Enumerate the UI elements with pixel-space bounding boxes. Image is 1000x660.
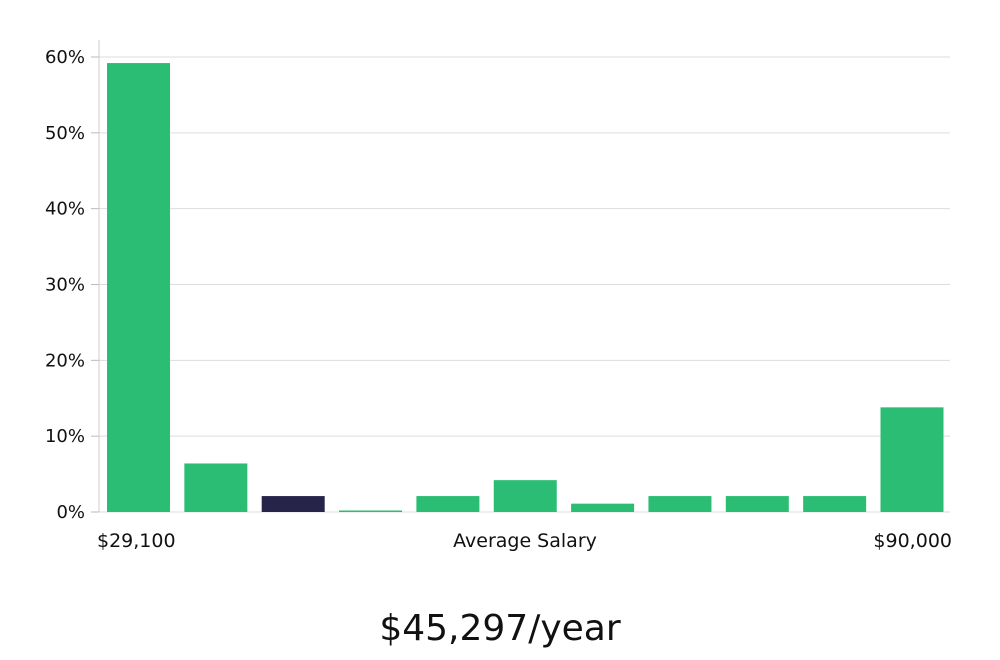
y-tick-label: 20%	[45, 350, 85, 371]
x-axis-title: Average Salary	[453, 530, 597, 552]
bar	[339, 510, 403, 512]
bar	[571, 503, 635, 512]
y-tick-label: 60%	[45, 47, 85, 68]
salary-histogram: 0% 10% 20% 30% 40% 50% 60% $29,100 Average Sal…	[45, 40, 952, 552]
bar	[493, 480, 557, 512]
bar	[107, 63, 170, 512]
bar	[725, 496, 789, 512]
y-tick-label: 30%	[45, 275, 85, 296]
bars	[107, 63, 944, 512]
y-tick-label: 50%	[45, 123, 85, 144]
average-salary-value: $45,297/year	[379, 608, 621, 649]
bar	[803, 496, 867, 512]
bar	[416, 496, 480, 512]
gridlines	[99, 56, 950, 513]
x-min-label: $29,100	[97, 530, 176, 552]
bar	[880, 407, 944, 512]
y-tick-label: 10%	[45, 426, 85, 447]
bar	[648, 496, 712, 512]
bar	[184, 463, 248, 512]
y-tick-label: 40%	[45, 199, 85, 220]
y-tick-label: 0%	[56, 502, 85, 523]
x-max-label: $90,000	[873, 530, 952, 552]
bar-highlighted	[261, 496, 325, 512]
y-tick-labels: 0% 10% 20% 30% 40% 50% 60%	[45, 47, 99, 523]
